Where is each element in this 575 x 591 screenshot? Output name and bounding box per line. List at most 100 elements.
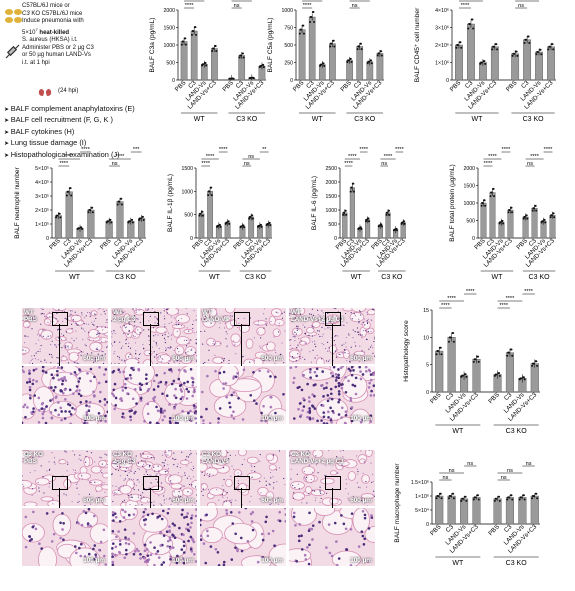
significance-label: **** — [344, 161, 354, 167]
panel-treatment: 2 µg C3 — [113, 316, 136, 323]
group-label: WT — [209, 274, 221, 281]
y-tick-label: 1.5×10⁶ — [411, 480, 429, 486]
panel-label: C3 KO 2 µg C3 — [113, 451, 135, 465]
category-label: PBS — [292, 79, 306, 93]
data-point — [138, 218, 141, 221]
data-point — [480, 204, 483, 207]
panel-genotype: WT — [291, 309, 301, 316]
significance-label: ns — [526, 461, 532, 467]
data-point — [205, 64, 208, 67]
data-point — [543, 218, 546, 221]
significance-label: **** — [303, 3, 313, 9]
panel-genotype: WT — [113, 309, 123, 316]
significance-label: **** — [502, 147, 512, 153]
data-point — [219, 225, 222, 228]
y-tick-label: 0 — [334, 236, 337, 242]
data-point — [269, 224, 272, 227]
data-point — [80, 226, 83, 229]
data-point — [452, 492, 455, 495]
data-point — [531, 495, 534, 497]
panel-genotype: WT — [202, 309, 212, 316]
syringe-icon — [5, 44, 20, 59]
group-label: C3 KO — [506, 428, 528, 435]
significance-label: ns — [527, 161, 533, 167]
data-point — [359, 42, 362, 45]
data-point — [472, 360, 475, 363]
inset-connector — [332, 324, 333, 366]
data-point — [439, 492, 442, 495]
tissue-texture — [200, 450, 286, 506]
group-label: WT — [312, 116, 324, 123]
y-axis-label: BALF C5a (pg/mL) — [267, 18, 274, 73]
data-point — [473, 496, 476, 499]
data-point — [522, 217, 525, 220]
data-point — [349, 57, 352, 60]
scale-bar-label: 100 µm — [261, 415, 283, 422]
chart-9: 0 5×10⁴ 1×10⁶ 1.5×10⁶ BALF macrophage number… — [394, 461, 540, 567]
inset-connector — [241, 488, 242, 508]
data-point — [302, 24, 305, 27]
group-label: WT — [452, 428, 464, 435]
data-point — [268, 221, 271, 224]
data-point — [266, 223, 269, 225]
y-tick-label: 3×10⁶ — [435, 26, 449, 32]
y-tick-label: 500 — [184, 213, 193, 219]
y-tick-label: 500 — [166, 61, 175, 67]
y-axis-label: BALF neutrophil number — [14, 166, 21, 238]
data-point — [214, 44, 217, 47]
y-tick-label: 15 — [423, 308, 429, 314]
data-point — [447, 497, 450, 500]
data-point — [522, 376, 525, 379]
bar — [447, 337, 456, 393]
data-point — [535, 492, 538, 495]
protocol-line-3: Induce pneumonia with — [22, 18, 84, 24]
y-tick-label: 1500 — [325, 194, 337, 200]
data-point — [515, 50, 518, 53]
panel-label: WT 2 µg C3 — [113, 309, 135, 323]
data-point — [393, 228, 396, 231]
data-point — [436, 495, 439, 497]
category-label: PBS — [232, 237, 246, 251]
data-point — [440, 353, 443, 356]
significance-label: **** — [348, 154, 358, 160]
significance-label: ns — [501, 475, 507, 481]
data-point — [547, 48, 550, 51]
data-point — [299, 28, 302, 31]
scale-bar-label: 100 µm — [350, 557, 372, 564]
category-label: PBS — [48, 237, 62, 251]
data-point — [377, 52, 380, 55]
y-tick-label: 0 — [290, 78, 293, 84]
data-point — [553, 216, 556, 219]
data-point — [342, 211, 345, 214]
bar — [385, 212, 391, 239]
data-point — [527, 35, 530, 38]
group-label: C3 KO — [115, 274, 137, 281]
data-point — [229, 77, 232, 80]
readout-item: BALF complement anaphylatoxins (E) — [4, 104, 152, 115]
data-point — [484, 204, 487, 207]
data-point — [440, 497, 443, 500]
panel-treatment: PBS — [24, 316, 37, 323]
scale-bar-label: 600 µm — [172, 355, 194, 362]
category-label: PBS — [99, 237, 113, 251]
y-tick-label: 0 — [172, 78, 175, 84]
category-label: PBS — [429, 391, 443, 405]
scale-bar-label: 100 µm — [261, 557, 283, 564]
group-label: C3 KO — [236, 116, 258, 123]
category-label: PBS — [191, 237, 205, 251]
data-point — [511, 498, 514, 501]
category-label: C3 — [235, 79, 246, 90]
category-label: PBS — [473, 237, 487, 251]
y-axis-label: BALF macrophage number — [394, 463, 401, 543]
data-point — [87, 211, 90, 214]
data-point — [242, 224, 245, 227]
data-point — [91, 211, 94, 214]
data-point — [472, 27, 475, 30]
panel-label: WT LAND-Vs+2 µg C3 — [291, 309, 344, 323]
data-point — [385, 213, 388, 216]
group-label: C3 KO — [523, 116, 545, 123]
data-point — [498, 499, 501, 502]
